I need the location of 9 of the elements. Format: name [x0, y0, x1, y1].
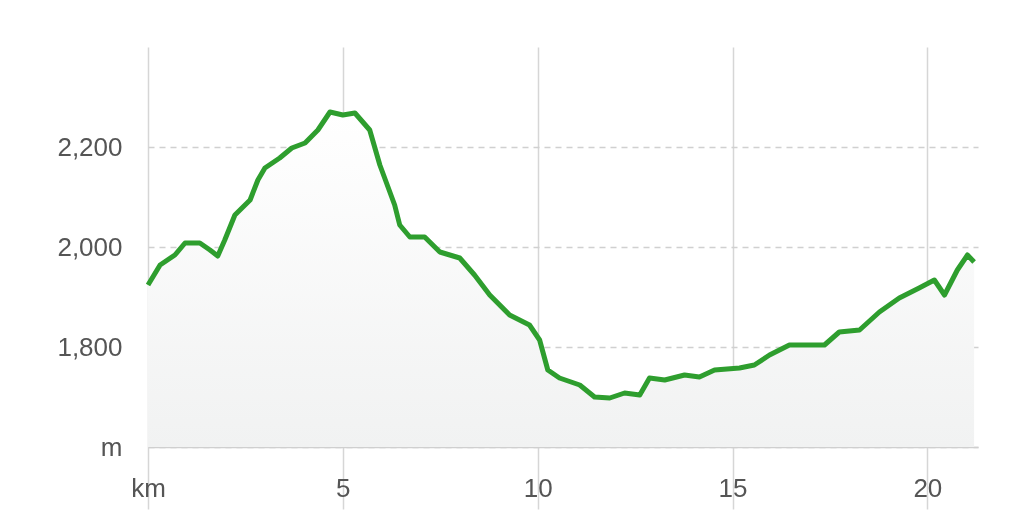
- x-tick-label: 15: [718, 472, 748, 503]
- y-tick-label: 2,200: [57, 131, 123, 162]
- x-tick-label: 10: [523, 472, 553, 503]
- x-tick-label: 20: [913, 472, 943, 503]
- x-tick-label: km: [131, 472, 166, 503]
- y-tick-label: m: [100, 431, 123, 462]
- y-tick-label: 2,000: [57, 231, 123, 262]
- x-tick-label: 5: [336, 472, 351, 503]
- y-tick-label: 1,800: [57, 331, 123, 362]
